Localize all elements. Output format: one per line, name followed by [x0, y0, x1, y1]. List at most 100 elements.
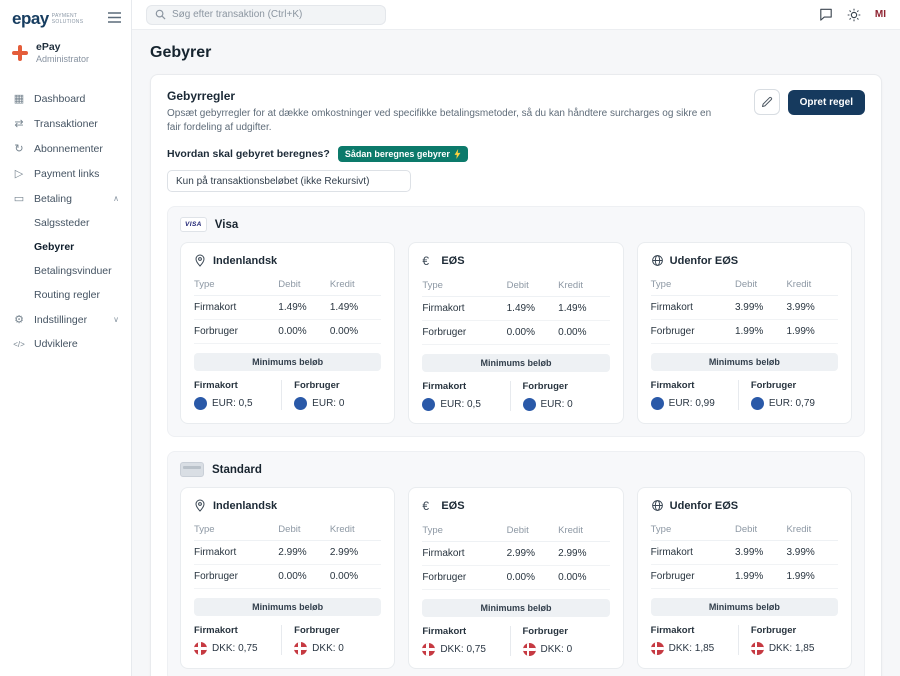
- epay-mark-icon: [12, 44, 28, 61]
- topbar: MI: [132, 0, 900, 30]
- minimum-amount-label: Minimums beløb: [194, 353, 382, 371]
- globe-icon: [651, 499, 664, 512]
- sidebar-item-transaktioner[interactable]: ⇄ Transaktioner: [0, 111, 131, 136]
- cell-debit: 1.49%: [506, 296, 559, 321]
- fee-card: € EØS Type Debit Kredit Firmakort 2.99% …: [408, 487, 624, 669]
- sidebar-item-label: Dashboard: [34, 92, 86, 105]
- location-pin-icon: [194, 499, 207, 512]
- cell-type: Forbruger: [650, 564, 735, 589]
- cell-debit: 0.00%: [278, 319, 330, 344]
- account-name: ePay: [36, 41, 61, 53]
- forbruger-label: Forbruger: [522, 626, 568, 637]
- chevron-down-icon: ∨: [113, 315, 119, 324]
- min-amount-value: DKK: 0: [540, 644, 573, 655]
- theme-toggle-sun-icon[interactable]: [847, 8, 861, 22]
- sidebar-item-salgssteder[interactable]: Salgssteder: [0, 211, 131, 235]
- column-header-debit: Debit: [278, 521, 330, 541]
- column-header-debit: Debit: [734, 276, 787, 296]
- sidebar-item-betaling[interactable]: ▭ Betaling ∧: [0, 186, 131, 211]
- minimum-amounts: Firmakort DKK: 1,85 Forbruger DKK: 1,85: [650, 625, 838, 655]
- forbruger-label: Forbruger: [750, 625, 797, 636]
- chat-icon[interactable]: [819, 8, 833, 21]
- cell-kredit: 2.99%: [558, 541, 610, 566]
- firmakort-label: Firmakort: [422, 626, 467, 637]
- min-amount-value: EUR: 0: [312, 398, 345, 409]
- table-row: Forbruger 0.00% 0.00%: [422, 565, 610, 590]
- column-header-kredit: Kredit: [558, 277, 610, 297]
- column-header-type: Type: [650, 276, 735, 296]
- column-header-kredit: Kredit: [329, 276, 382, 296]
- fee-card: Indenlandsk Type Debit Kredit Firmakort …: [180, 487, 396, 669]
- sidebar-item-udviklere[interactable]: </> Udviklere: [0, 332, 131, 356]
- region-name: EØS: [441, 500, 465, 512]
- cell-type: Firmakort: [194, 540, 279, 565]
- fee-card: Udenfor EØS Type Debit Kredit Firmakort …: [636, 242, 852, 424]
- cell-debit: 0.00%: [278, 564, 330, 589]
- minimum-amounts: Firmakort EUR: 0,99 Forbruger EUR: 0,79: [650, 380, 838, 410]
- user-avatar[interactable]: MI: [874, 9, 886, 20]
- sidebar-item-abonnementer[interactable]: ↻ Abonnementer: [0, 136, 131, 161]
- sidebar-item-indstillinger[interactable]: ⚙ Indstillinger ∨: [0, 307, 131, 332]
- calculation-method-select[interactable]: Kun på transaktionsbeløbet (ikke Rekursi…: [167, 170, 411, 192]
- edit-button[interactable]: [753, 89, 780, 115]
- firmakort-label: Firmakort: [650, 625, 695, 636]
- menu-toggle-icon[interactable]: [108, 12, 121, 23]
- cell-type: Forbruger: [422, 565, 507, 590]
- fee-table: Type Debit Kredit Firmakort 3.99% 3.99% …: [650, 276, 838, 344]
- logo-subtitle: PAYMENT SOLUTIONS: [52, 13, 84, 25]
- forbruger-label: Forbruger: [522, 381, 568, 392]
- min-amount-value: EUR: 0: [540, 399, 573, 410]
- minimum-amounts: Firmakort EUR: 0,5 Forbruger EUR: 0: [194, 380, 381, 410]
- settings-icon: ⚙: [14, 314, 24, 326]
- min-amount-value: EUR: 0,5: [212, 398, 253, 409]
- account-switcher[interactable]: ePay Administrator: [0, 31, 131, 76]
- min-amount-value: DKK: 0,75: [212, 643, 258, 654]
- subscriptions-icon: ↻: [14, 143, 24, 155]
- sidebar-item-payment-links[interactable]: ▷ Payment links: [0, 161, 131, 186]
- sidebar-item-gebyrer[interactable]: Gebyrer: [0, 235, 131, 259]
- sidebar-item-dashboard[interactable]: ▦ Dashboard: [0, 86, 131, 111]
- column-header-type: Type: [194, 521, 279, 541]
- payment-links-icon: ▷: [14, 168, 24, 180]
- cell-kredit: 0.00%: [329, 319, 382, 344]
- forbruger-label: Forbruger: [750, 380, 797, 391]
- sidebar-item-betalingsvinduer[interactable]: Betalingsvinduer: [0, 259, 131, 283]
- dkk-flag-icon: [650, 642, 664, 655]
- fee-table: Type Debit Kredit Firmakort 1.49% 1.49% …: [422, 277, 610, 345]
- sidebar-item-label: Transaktioner: [34, 117, 98, 130]
- cell-debit: 0.00%: [506, 565, 559, 590]
- cell-kredit: 0.00%: [558, 320, 610, 345]
- minimum-amount-label: Minimums beløb: [194, 598, 382, 616]
- standard-cards-row: Indenlandsk Type Debit Kredit Firmakort …: [180, 487, 852, 669]
- minimum-amounts: Firmakort EUR: 0,5 Forbruger EUR: 0: [422, 381, 609, 411]
- create-rule-button[interactable]: Opret regel: [787, 89, 865, 115]
- table-row: Firmakort 1.49% 1.49%: [194, 295, 382, 320]
- column-header-type: Type: [422, 277, 507, 297]
- table-row: Firmakort 3.99% 3.99%: [650, 540, 838, 565]
- sidebar-item-routing-regler[interactable]: Routing regler: [0, 283, 131, 307]
- euro-icon: €: [422, 499, 430, 513]
- column-header-type: Type: [650, 521, 735, 541]
- sidebar-item-label: Indstillinger: [34, 313, 88, 326]
- search-box[interactable]: [146, 4, 386, 25]
- visa-cards-row: Indenlandsk Type Debit Kredit Firmakort …: [180, 242, 852, 424]
- help-badge[interactable]: Sådan beregnes gebyrer: [337, 146, 468, 162]
- cell-type: Forbruger: [194, 319, 279, 344]
- sidebar-item-label: Abonnementer: [34, 142, 103, 155]
- sidebar: epay PAYMENT SOLUTIONS ePay Administrato…: [0, 0, 132, 676]
- search-input[interactable]: [172, 9, 377, 20]
- table-row: Forbruger 0.00% 0.00%: [422, 320, 610, 345]
- fee-rules-panel: Gebyrregler Opsæt gebyrregler for at dæk…: [150, 74, 882, 676]
- column-header-debit: Debit: [734, 521, 787, 541]
- cell-debit: 3.99%: [734, 540, 787, 565]
- column-header-debit: Debit: [506, 277, 559, 297]
- table-row: Firmakort 1.49% 1.49%: [422, 296, 610, 321]
- dkk-flag-icon: [750, 642, 764, 655]
- group-name: Standard: [212, 463, 262, 476]
- pencil-icon: [761, 96, 772, 107]
- min-amount-value: DKK: 1,85: [668, 643, 715, 654]
- cell-kredit: 1.99%: [786, 564, 838, 589]
- firmakort-label: Firmakort: [194, 380, 238, 391]
- sidebar-subitem-label: Gebyrer: [34, 241, 75, 253]
